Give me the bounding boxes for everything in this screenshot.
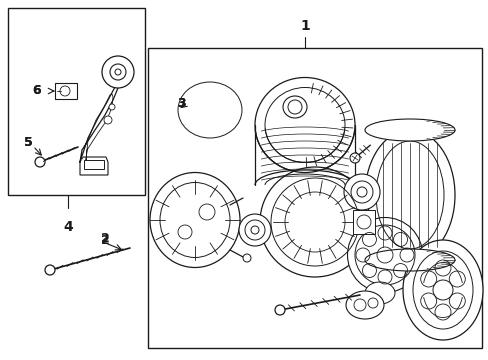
Polygon shape xyxy=(80,157,108,175)
Circle shape xyxy=(287,100,302,114)
Circle shape xyxy=(115,69,121,75)
Text: 5: 5 xyxy=(23,135,32,149)
Text: 2: 2 xyxy=(101,231,109,244)
Circle shape xyxy=(250,226,259,234)
Text: 1: 1 xyxy=(300,19,309,33)
Ellipse shape xyxy=(347,217,422,293)
Circle shape xyxy=(60,86,70,96)
Circle shape xyxy=(104,116,112,124)
Ellipse shape xyxy=(178,82,242,138)
Circle shape xyxy=(35,157,45,167)
Circle shape xyxy=(110,64,126,80)
Text: 6: 6 xyxy=(33,84,41,96)
Circle shape xyxy=(45,265,55,275)
Text: 4: 4 xyxy=(63,220,73,234)
Circle shape xyxy=(102,56,134,88)
Ellipse shape xyxy=(364,130,454,260)
Bar xyxy=(148,48,481,348)
Circle shape xyxy=(350,181,372,203)
Ellipse shape xyxy=(346,291,383,319)
Bar xyxy=(8,8,145,195)
Bar xyxy=(55,83,77,99)
Text: 3: 3 xyxy=(177,96,186,109)
Bar xyxy=(84,160,104,169)
Circle shape xyxy=(244,220,264,240)
Circle shape xyxy=(239,214,270,246)
Text: 3: 3 xyxy=(177,96,186,109)
Circle shape xyxy=(349,153,359,163)
Ellipse shape xyxy=(150,172,240,267)
Text: 2: 2 xyxy=(101,234,109,247)
Circle shape xyxy=(243,254,250,262)
Bar xyxy=(352,210,374,234)
Ellipse shape xyxy=(254,77,354,172)
Circle shape xyxy=(343,174,379,210)
Circle shape xyxy=(356,187,366,197)
Ellipse shape xyxy=(402,240,482,340)
Text: 5: 5 xyxy=(23,135,32,149)
Ellipse shape xyxy=(364,119,454,141)
Circle shape xyxy=(274,305,285,315)
Ellipse shape xyxy=(260,167,369,277)
Ellipse shape xyxy=(283,96,306,118)
Text: 6: 6 xyxy=(33,84,41,96)
Ellipse shape xyxy=(364,282,394,304)
Circle shape xyxy=(109,104,115,110)
Polygon shape xyxy=(80,85,118,162)
Ellipse shape xyxy=(364,249,454,271)
